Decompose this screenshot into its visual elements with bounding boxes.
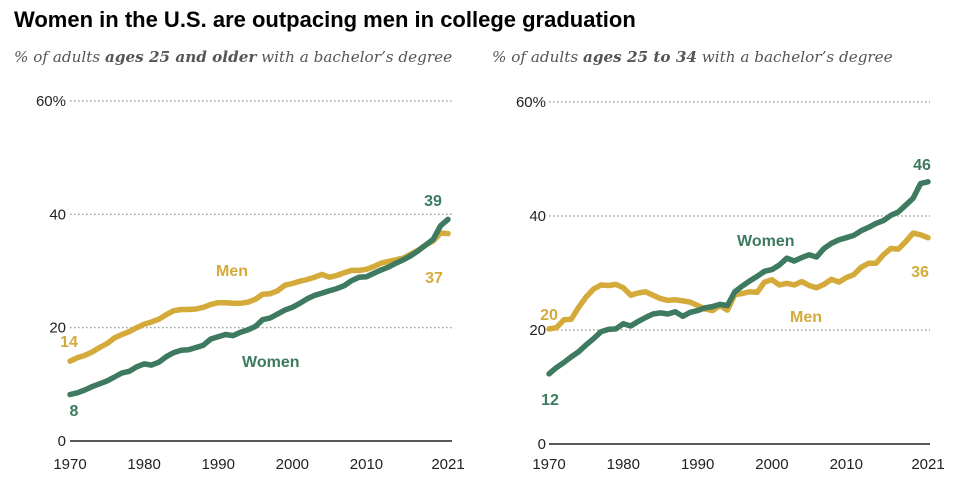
right-xtick-label: 2000 bbox=[755, 456, 788, 473]
left-men-start-label: 14 bbox=[60, 334, 78, 351]
right-xtick-label: 1970 bbox=[532, 456, 565, 473]
left-men-series-label: Men bbox=[216, 263, 248, 280]
right-chart-panel: 0 20 40 60% 1970 1980 1990 2000 2010 2021 20 36 Men 1… bbox=[516, 94, 945, 473]
left-xtick-label: 2000 bbox=[276, 456, 309, 473]
right-ytick-label: 20 bbox=[529, 322, 546, 339]
left-ytick-label: 60% bbox=[36, 93, 66, 110]
left-subtitle-prefix: % of adults bbox=[14, 48, 105, 66]
chart-title: Women in the U.S. are outpacing men in c… bbox=[14, 7, 636, 32]
left-chart-subtitle: % of adults ages 25 and older with a bac… bbox=[14, 48, 452, 66]
right-women-end-label: 46 bbox=[913, 157, 931, 174]
left-women-series-label: Women bbox=[242, 354, 299, 371]
left-xtick-label: 1980 bbox=[127, 456, 160, 473]
right-subtitle-prefix: % of adults bbox=[492, 48, 583, 66]
right-men-line bbox=[546, 230, 931, 332]
right-ytick-label: 40 bbox=[529, 208, 546, 225]
left-xtick-label: 1970 bbox=[53, 456, 86, 473]
left-women-end-label: 39 bbox=[424, 193, 442, 210]
right-xtick-label: 2021 bbox=[911, 456, 944, 473]
left-chart-panel: 0 20 40 60% 1970 1980 1990 2000 2010 2021 14 37 Men 8… bbox=[36, 93, 465, 473]
right-xtick-label: 2010 bbox=[830, 456, 863, 473]
right-subtitle-bold: ages 25 to 34 bbox=[583, 48, 697, 66]
left-women-line bbox=[67, 216, 451, 398]
right-women-series-label: Women bbox=[737, 233, 794, 250]
right-men-series-label: Men bbox=[790, 309, 822, 326]
left-men-end-label: 37 bbox=[425, 270, 443, 287]
right-xtick-label: 1980 bbox=[607, 456, 640, 473]
left-ytick-label: 40 bbox=[49, 206, 66, 223]
left-xtick-label: 2021 bbox=[431, 456, 464, 473]
left-xtick-label: 2010 bbox=[350, 456, 383, 473]
right-women-line bbox=[546, 179, 931, 377]
right-men-end-label: 36 bbox=[911, 264, 929, 281]
left-ytick-label: 0 bbox=[58, 433, 66, 450]
right-men-start-label: 20 bbox=[540, 307, 558, 324]
left-women-start-label: 8 bbox=[70, 403, 79, 420]
right-ytick-label: 60% bbox=[516, 94, 546, 111]
right-chart-subtitle: % of adults ages 25 to 34 with a bachelo… bbox=[492, 48, 893, 66]
right-women-start-label: 12 bbox=[541, 392, 559, 409]
left-subtitle-bold: ages 25 and older bbox=[105, 48, 257, 66]
right-ytick-label: 0 bbox=[538, 436, 546, 453]
left-ytick-label: 20 bbox=[49, 320, 66, 337]
right-xtick-label: 1990 bbox=[681, 456, 714, 473]
left-subtitle-suffix: with a bachelor’s degree bbox=[256, 48, 453, 66]
left-xtick-label: 1990 bbox=[202, 456, 235, 473]
left-men-line bbox=[67, 230, 451, 364]
right-subtitle-suffix: with a bachelor’s degree bbox=[696, 48, 893, 66]
